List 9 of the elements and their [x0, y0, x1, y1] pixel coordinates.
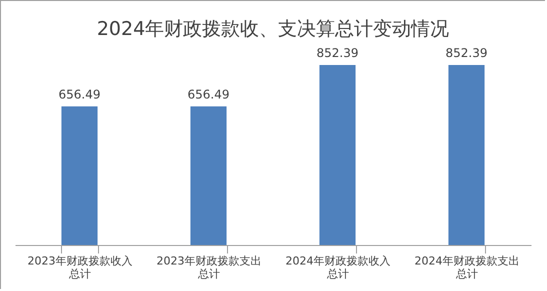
data-label: 852.39	[446, 46, 488, 60]
data-label: 656.49	[188, 87, 230, 102]
x-tick-label: 2024年财政拨款收入总计	[286, 254, 390, 280]
x-tick-label: 2023年财政拨款收入总计	[28, 254, 132, 280]
chart-title: 2024年财政拨款收、支决算总计变动情况	[96, 18, 450, 40]
data-label: 852.39	[316, 46, 358, 60]
x-tick-label: 2024年财政拨款支出总计	[414, 254, 520, 280]
x-tick-label: 2023年财政拨款支出总计	[156, 254, 262, 280]
data-label: 656.49	[58, 87, 100, 102]
